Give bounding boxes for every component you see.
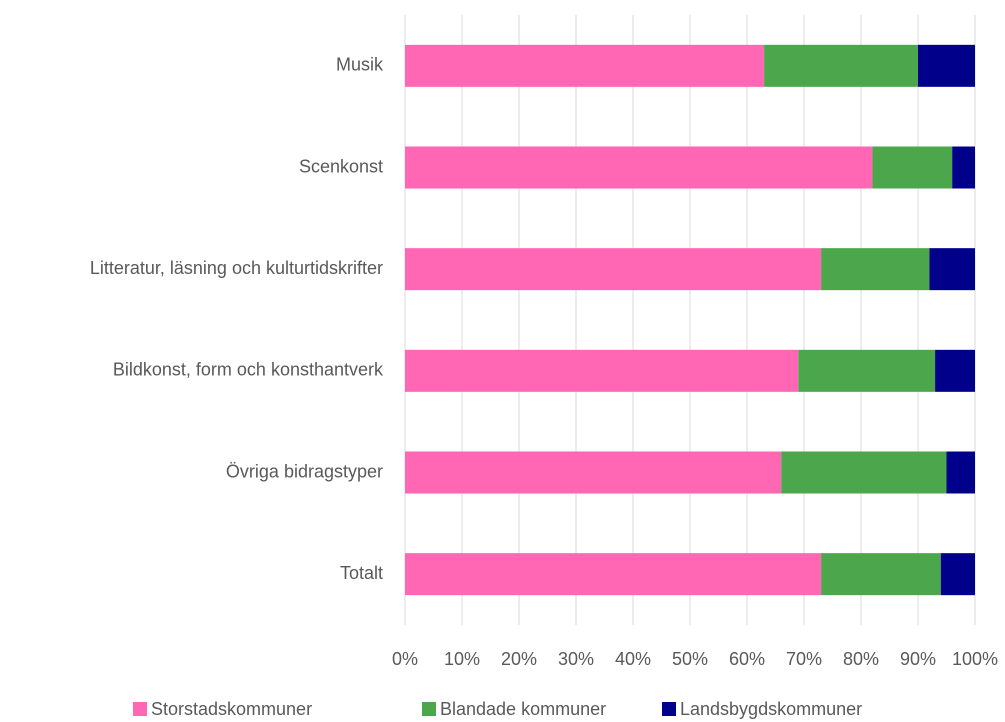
legend-label: Landsbygdskommuner <box>680 699 862 719</box>
bar-segment <box>918 44 975 87</box>
bar-segment <box>405 451 782 494</box>
x-tick-label: 80% <box>843 649 879 669</box>
x-tick-label: 10% <box>444 649 480 669</box>
legend-label: Blandade kommuner <box>440 699 606 719</box>
x-tick-label: 100% <box>952 649 998 669</box>
bar-segment <box>935 349 975 392</box>
bar-segment <box>946 451 975 494</box>
bar-segment <box>405 553 822 596</box>
x-tick-label: 40% <box>615 649 651 669</box>
y-tick-label: Bildkonst, form och konsthantverk <box>113 360 384 380</box>
legend-label: Storstadskommuner <box>151 699 312 719</box>
bar-segment <box>405 349 799 392</box>
legend-swatch <box>133 702 147 716</box>
bar-segment <box>940 553 975 596</box>
bar-segment <box>405 248 822 291</box>
legend-swatch <box>422 702 436 716</box>
bar-segment <box>798 349 936 392</box>
bar-segment <box>405 146 873 189</box>
bar-segment <box>405 44 765 87</box>
x-tick-label: 30% <box>558 649 594 669</box>
y-tick-label: Musik <box>336 55 384 75</box>
y-tick-label: Scenkonst <box>299 156 383 176</box>
x-tick-label: 50% <box>672 649 708 669</box>
x-tick-label: 20% <box>501 649 537 669</box>
bar-segment <box>821 248 930 291</box>
bar-segment <box>872 146 953 189</box>
x-tick-label: 90% <box>900 649 936 669</box>
y-tick-label: Totalt <box>340 563 383 583</box>
x-tick-label: 60% <box>729 649 765 669</box>
bar-segment <box>764 44 918 87</box>
bar-segment <box>781 451 947 494</box>
bar-segment <box>952 146 975 189</box>
bar-segment <box>929 248 975 291</box>
x-tick-label: 70% <box>786 649 822 669</box>
bar-segment <box>821 553 941 596</box>
y-tick-label: Litteratur, läsning och kulturtidskrifte… <box>90 258 383 278</box>
x-tick-label: 0% <box>392 649 418 669</box>
y-tick-label: Övriga bidragstyper <box>226 461 383 481</box>
legend-swatch <box>662 702 676 716</box>
